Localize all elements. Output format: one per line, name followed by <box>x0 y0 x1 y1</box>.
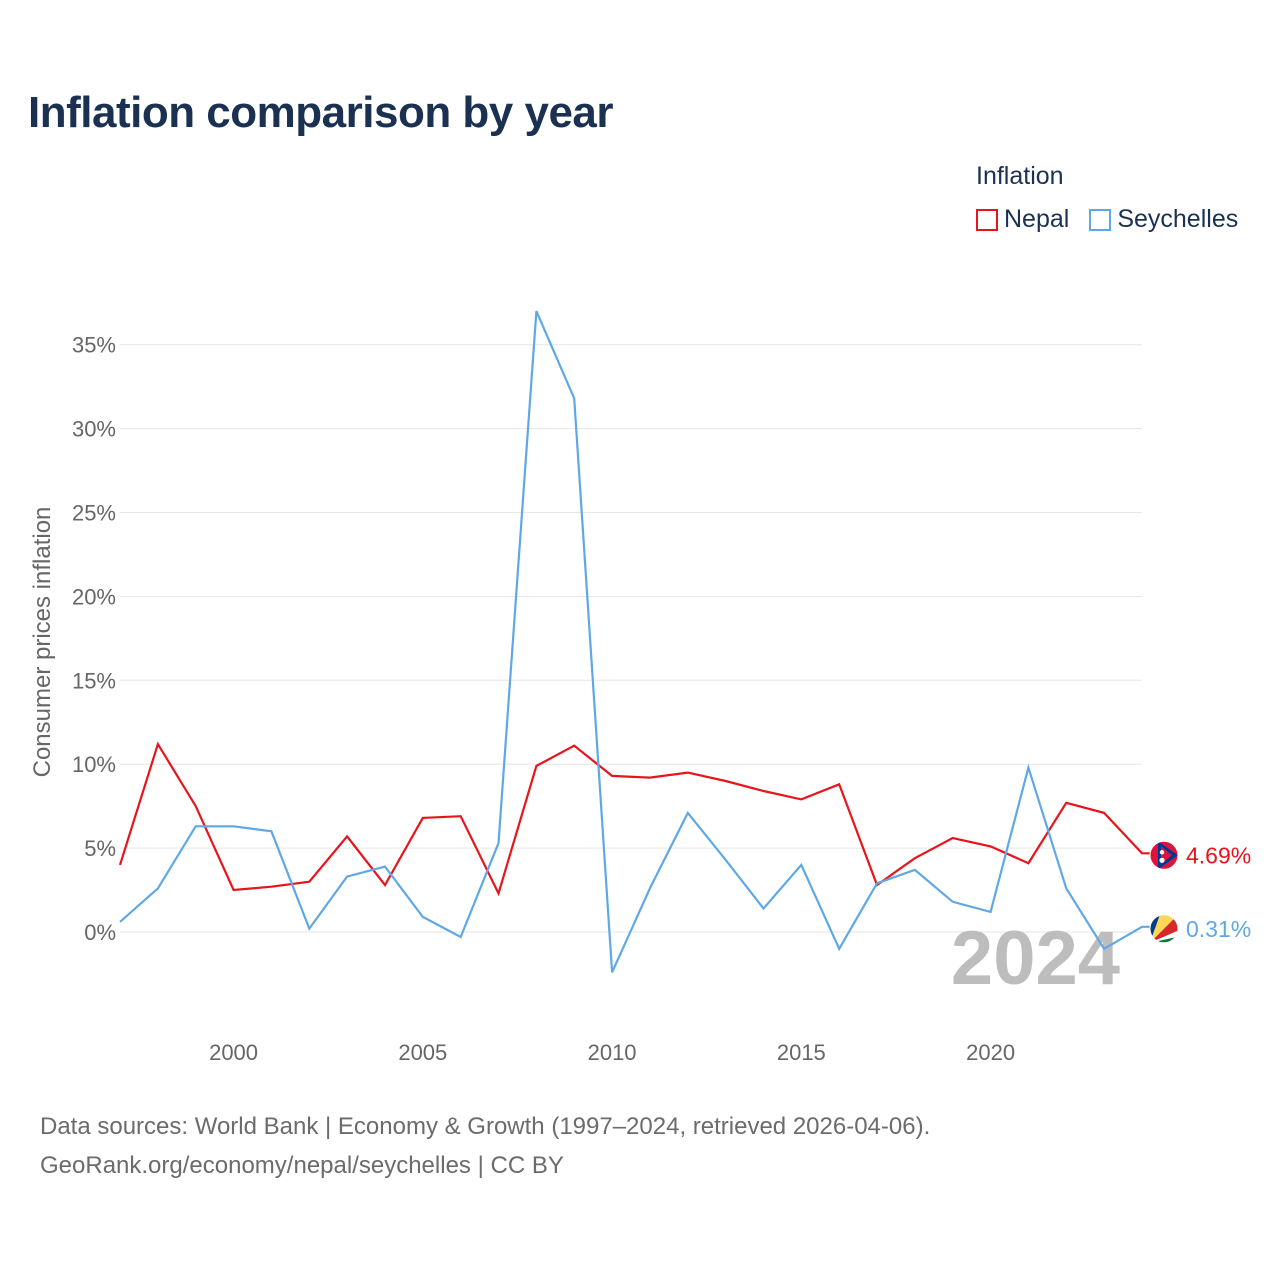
x-tick-label: 2020 <box>966 1040 1015 1065</box>
x-tick-label: 2005 <box>398 1040 447 1065</box>
nepal-flag-icon <box>1149 840 1179 870</box>
x-tick-label: 2000 <box>209 1040 258 1065</box>
x-tick-label: 2010 <box>588 1040 637 1065</box>
legend-swatch-seychelles <box>1089 208 1112 231</box>
legend-item-nepal[interactable]: Nepal <box>976 205 1069 234</box>
series-lines <box>118 310 1162 973</box>
chart-title: Inflation comparison by year <box>28 88 614 137</box>
y-axis-ticks: 0% 5% 10% 15% 20% 25% 30% 35% <box>72 333 116 945</box>
y-tick-label: 20% <box>72 584 116 609</box>
end-label-seychelles: 0.31% <box>1186 916 1251 942</box>
legend-title: Inflation <box>976 162 1064 190</box>
x-tick-label: 2015 <box>777 1040 826 1065</box>
y-tick-label: 25% <box>72 501 116 526</box>
year-watermark: 2024 <box>951 916 1120 1001</box>
legend-label-nepal: Nepal <box>1004 205 1070 233</box>
seychelles-flag-icon <box>1149 914 1179 944</box>
y-tick-label: 0% <box>84 920 116 945</box>
gridlines <box>120 344 1142 933</box>
source-note: Data sources: World Bank | Economy & Gro… <box>40 1113 931 1140</box>
end-label-nepal: 4.69% <box>1186 842 1251 868</box>
legend-label-seychelles: Seychelles <box>1117 205 1239 233</box>
y-tick-label: 15% <box>72 668 116 693</box>
y-tick-label: 30% <box>72 417 116 442</box>
y-axis-title: Consumer prices inflation <box>29 507 56 778</box>
y-tick-label: 10% <box>72 752 116 777</box>
y-tick-label: 5% <box>84 836 116 861</box>
legend-swatch-nepal <box>976 208 998 231</box>
footer: Data sources: World Bank | Economy & Gro… <box>40 1107 930 1185</box>
y-tick-label: 35% <box>72 333 116 358</box>
series-line-nepal[interactable] <box>118 741 1162 897</box>
legend-item-seychelles[interactable]: Seychelles <box>1089 205 1238 234</box>
attribution-link[interactable]: GeoRank.org/economy/nepal/seychelles | C… <box>40 1152 564 1179</box>
legend: Nepal Seychelles <box>976 205 1258 234</box>
x-axis-ticks: 2000 2005 2010 2015 2020 <box>209 1040 1015 1065</box>
series-line-seychelles[interactable] <box>119 310 1162 973</box>
end-markers: 4.69% 0.31% <box>1149 840 1251 944</box>
